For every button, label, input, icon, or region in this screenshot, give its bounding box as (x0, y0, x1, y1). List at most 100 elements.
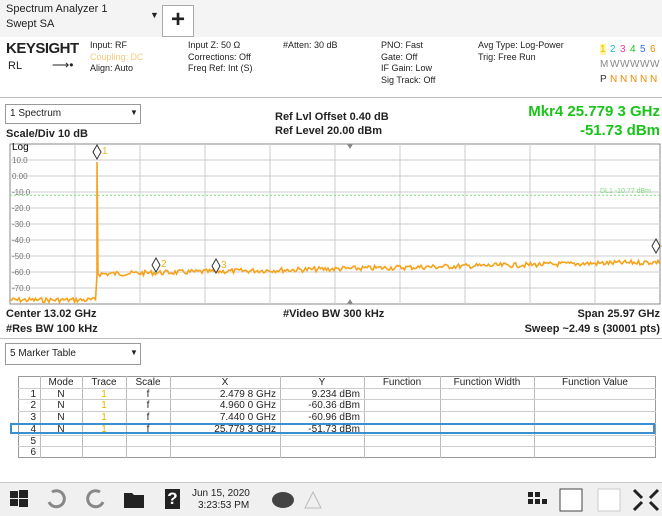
setting: Coupling: DC (90, 51, 144, 62)
setting: Corrections: Off (188, 51, 251, 62)
column-line (40, 376, 41, 458)
ref-marker (347, 144, 353, 149)
column-line (82, 376, 83, 458)
trace-indicator: W (640, 59, 650, 70)
trace-indicator: M (600, 59, 609, 70)
marker-value: -51.73 dBm (579, 122, 660, 139)
trace-indicator: 1 (600, 44, 606, 55)
table-cell: -60.96 dBm (308, 412, 360, 424)
app-mode: Swept SA (6, 18, 55, 30)
fullscreen-icon[interactable] (632, 488, 660, 512)
chat-icon[interactable] (272, 492, 294, 508)
column-header: Function Width (453, 377, 521, 388)
divider (0, 97, 662, 98)
column-line (534, 376, 535, 458)
table-cell: 1 (30, 388, 36, 400)
trace-indicator: W (650, 59, 660, 70)
trace-indicator: W (620, 59, 630, 70)
table-cell: N (57, 423, 65, 435)
help-icon[interactable]: ? (165, 489, 180, 509)
setting: Sig Track: Off (381, 74, 436, 85)
app-title: Spectrum Analyzer 1 (6, 3, 108, 15)
table-cell: N (57, 400, 65, 412)
folder-icon[interactable] (124, 493, 144, 508)
windows-icon[interactable] (10, 490, 28, 507)
table-frame (18, 376, 656, 458)
dropdown-arrow: ▼ (130, 348, 138, 357)
setting: Trig: Free Run (478, 51, 536, 62)
table-window-label: 5 Marker Table (10, 348, 76, 359)
column-header: Trace (91, 377, 117, 388)
brand: KEYSIGHT (6, 40, 79, 57)
touch-icon[interactable] (559, 488, 583, 512)
blank-icon[interactable] (597, 488, 621, 512)
add-button[interactable]: + (162, 5, 194, 37)
table-cell: f (146, 412, 150, 424)
marker (651, 237, 661, 255)
table-cell: 1 (101, 423, 107, 435)
ref-marker (347, 299, 353, 304)
alert-icon[interactable] (304, 490, 322, 509)
trace-indicator: 4 (630, 44, 636, 55)
center-freq: Center 13.02 GHz (6, 308, 97, 320)
y-label: -60.0 (12, 268, 31, 277)
marker (92, 143, 102, 161)
setting: Freq Ref: Int (S) (188, 63, 253, 73)
setting: IF Gain: Low (381, 63, 433, 73)
trace-indicator: W (610, 59, 620, 70)
mode-dropdown[interactable]: ▼ (150, 10, 159, 20)
span: Span 25.97 GHz (577, 308, 660, 320)
trace-indicator: 5 (640, 44, 646, 55)
time: 3:23:53 PM (198, 500, 250, 511)
table-cell: f (146, 423, 150, 435)
column-header: Y (318, 377, 326, 388)
row-line (18, 399, 656, 401)
column-line (440, 376, 441, 458)
table-cell: N (57, 412, 65, 424)
y-label: 0.00 (12, 172, 28, 181)
marker (151, 256, 161, 274)
trace-indicator: W (630, 59, 640, 70)
table-cell: 4 (30, 423, 36, 435)
table-cell: 25.779 3 GHz (214, 423, 276, 435)
column-line (364, 376, 365, 458)
y-label: 10.0 (12, 156, 28, 165)
redo-icon[interactable] (86, 489, 105, 509)
trace-indicator: P (600, 74, 607, 85)
window-select[interactable] (5, 104, 141, 124)
setting: Input Z: 50 Ω (188, 40, 241, 50)
table-cell: N (57, 388, 65, 400)
trace-indicator: N (630, 74, 638, 85)
table-window-select[interactable] (5, 343, 141, 365)
row-line (18, 434, 656, 436)
input-icon: ⟶• (52, 58, 74, 72)
trace-indicator: 6 (650, 44, 656, 55)
marker (211, 257, 221, 275)
setting: Gate: Off (381, 51, 418, 62)
video-bw: #Video BW 300 kHz (283, 308, 385, 320)
title-bar (0, 0, 662, 37)
setting: Align: Auto (90, 63, 134, 73)
column-line (280, 376, 281, 458)
scale: Scale/Div 10 dB (6, 128, 88, 140)
table-cell: 2 (30, 400, 36, 412)
y-label: -40.0 (12, 236, 31, 245)
trace (9, 161, 661, 305)
taskbar-icons (10, 488, 660, 512)
selected-row (10, 422, 655, 435)
column-header: X (221, 377, 229, 388)
marker-label: 1 (102, 146, 108, 157)
marker-label: 3 (221, 260, 227, 271)
sweep: Sweep ~2.49 s (30001 pts) (524, 323, 660, 335)
trace-indicator: 2 (610, 44, 616, 55)
keypad-icon[interactable] (528, 492, 547, 504)
y-label: -20.0 (12, 204, 31, 213)
y-label: -70.0 (12, 284, 31, 293)
column-header: Scale (135, 377, 161, 388)
column-header: Mode (48, 377, 74, 388)
table-cell: 9.234 dBm (311, 388, 360, 400)
setting: Avg Type: Log-Power (478, 40, 564, 50)
trace-indicator: N (650, 74, 658, 85)
undo-icon[interactable] (47, 489, 66, 509)
